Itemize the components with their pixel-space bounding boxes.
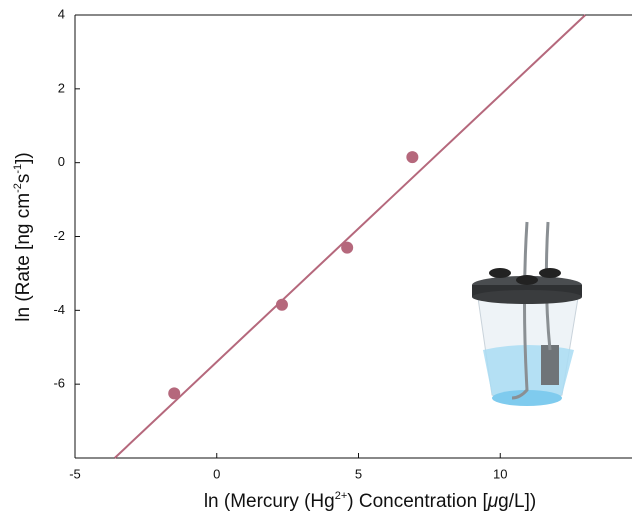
data-point (406, 151, 419, 164)
x-tick-label: 10 (493, 466, 507, 481)
label-part: -2 (12, 183, 24, 193)
x-tick-label: -5 (69, 466, 81, 481)
x-tick-label: 5 (355, 466, 362, 481)
label-part: -1 (12, 164, 24, 174)
y-tick-label: 0 (58, 154, 65, 169)
y-tick-label: -4 (53, 302, 65, 317)
y-tick-label: 2 (58, 80, 65, 95)
data-point (168, 387, 181, 400)
y-axis-label: ln (Rate [ng cm-2s-1]) (12, 152, 34, 322)
x-tick-label: 0 (213, 466, 220, 481)
label-part: ln (Rate [ng cm (13, 193, 34, 322)
label-part: ]) (13, 152, 34, 164)
cell-illustration (472, 221, 582, 406)
label-part: s (13, 174, 34, 184)
x-axis-label: ln (Mercury (Hg2+) Concentration [μg/L]) (204, 490, 536, 512)
label-part: μ (487, 491, 499, 512)
y-tick-label: -2 (53, 228, 65, 243)
y-tick-label: -6 (53, 376, 65, 391)
label-part: g/L]) (498, 491, 536, 512)
label-part: ln (Mercury (Hg (204, 491, 335, 512)
y-tick-label: 4 (58, 6, 65, 21)
label-part: ) Concentration [ (347, 491, 488, 512)
data-point (275, 298, 288, 311)
fit-line (114, 14, 586, 459)
label-part: 2+ (335, 490, 348, 502)
data-point (341, 241, 354, 254)
